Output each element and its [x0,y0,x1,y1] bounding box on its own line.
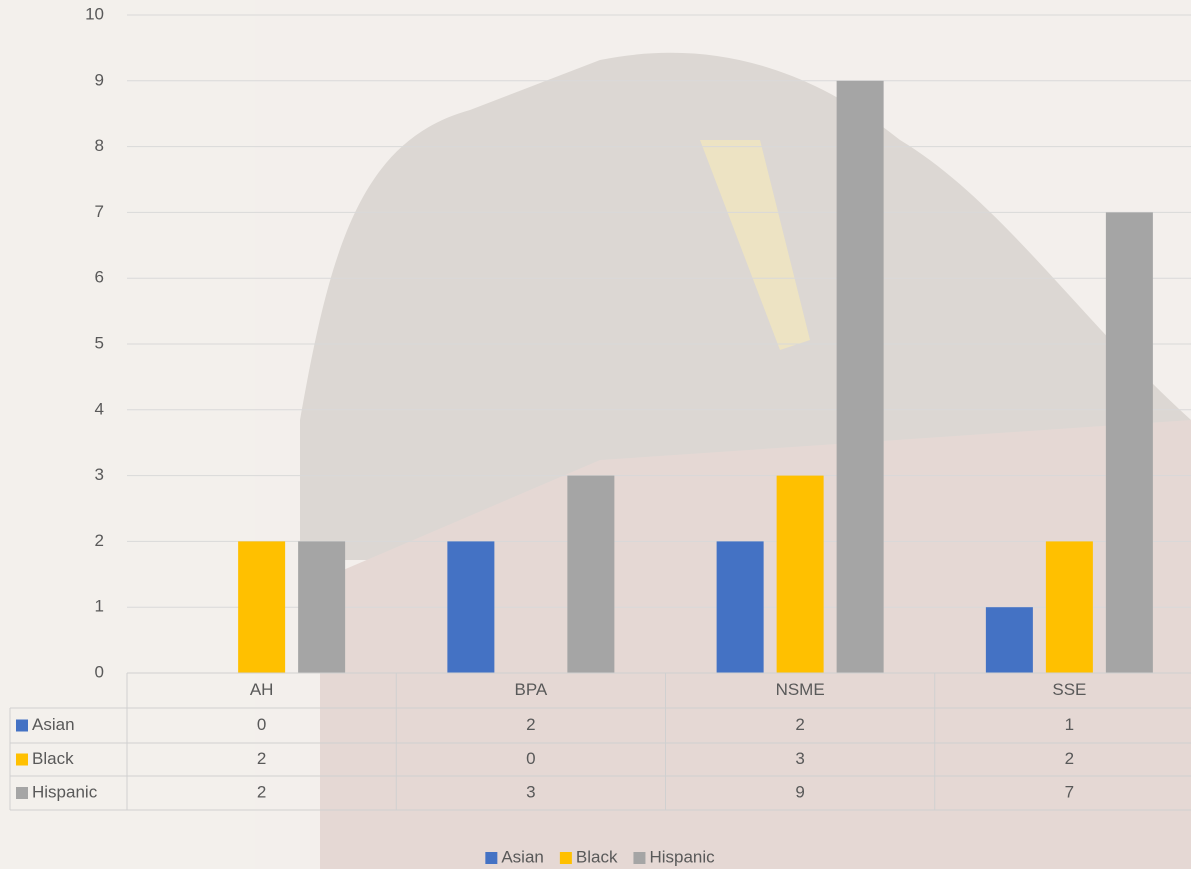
table-row-label: Black [32,749,74,768]
bar [447,541,495,673]
y-tick-label: 7 [95,202,104,221]
y-tick-label: 3 [95,465,104,484]
bar [836,80,884,674]
bar [776,475,824,673]
y-tick-label: 10 [85,4,104,23]
bar [567,475,615,673]
y-tick-label: 2 [95,531,104,550]
legend-key [559,852,572,864]
x-tick-label: AH [250,680,274,699]
y-tick-label: 4 [95,399,104,418]
table-cell: 2 [257,749,266,768]
legend-key [485,852,498,864]
y-tick-label: 1 [95,597,104,616]
legend-key [16,719,28,732]
x-tick-label: NSME [776,680,825,699]
y-tick-label: 0 [95,662,104,681]
table-cell: 7 [1065,782,1074,801]
table-row-label: Hispanic [32,782,98,801]
y-tick-label: 9 [95,70,104,89]
legend-key [633,852,646,864]
table-cell: 2 [795,715,804,734]
table-cell: 2 [257,782,266,801]
y-tick-label: 5 [95,333,104,352]
table-cell: 9 [795,782,804,801]
legend-label: Asian [501,847,544,866]
bar [1045,541,1093,673]
bar [1105,212,1153,673]
table-cell: 0 [526,749,535,768]
legend-label: Black [576,847,618,866]
bar [716,541,764,673]
bar [298,541,346,673]
legend-key [16,787,28,799]
table-row-label: Asian [32,715,75,734]
table-cell: 2 [526,715,535,734]
y-tick-label: 6 [95,268,104,287]
x-tick-label: SSE [1052,680,1086,699]
x-tick-label: BPA [514,680,547,699]
bar [985,607,1033,673]
legend: Asian Black Hispanic [485,847,715,866]
table-cell: 3 [526,782,535,801]
table-cell: 1 [1065,715,1074,734]
y-tick-label: 8 [95,136,104,155]
legend-key [16,753,28,766]
legend-label: Hispanic [649,847,715,866]
bar [238,541,286,673]
table-cell: 0 [257,715,266,734]
table-cell: 2 [1065,749,1074,768]
table-cell: 3 [795,749,804,768]
